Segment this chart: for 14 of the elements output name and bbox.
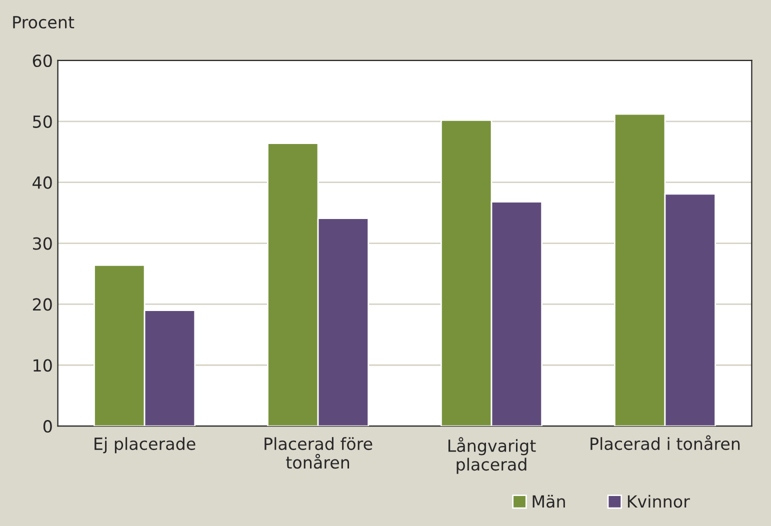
y-tick-label: 40 [32,176,52,189]
y-tick-label: 60 [32,54,52,68]
y-tick-label: 10 [34,359,52,372]
legend-label: Kvinnor [628,494,690,508]
x-tick-label: Långvarigt placerad [448,437,536,474]
legend-label: Män [532,494,565,508]
x-tick-label: Placerad i tonåren [590,435,740,450]
y-axis-title: Procent [13,16,74,29]
x-tick-label: Placerad före tonåren [264,437,372,469]
y-tick-label: 30 [33,237,52,250]
y-tick-label: 50 [33,115,52,128]
y-tick-label: 20 [32,298,52,311]
x-tick-label: Ej placerade [94,437,196,454]
y-tick-label: 0 [43,420,52,433]
